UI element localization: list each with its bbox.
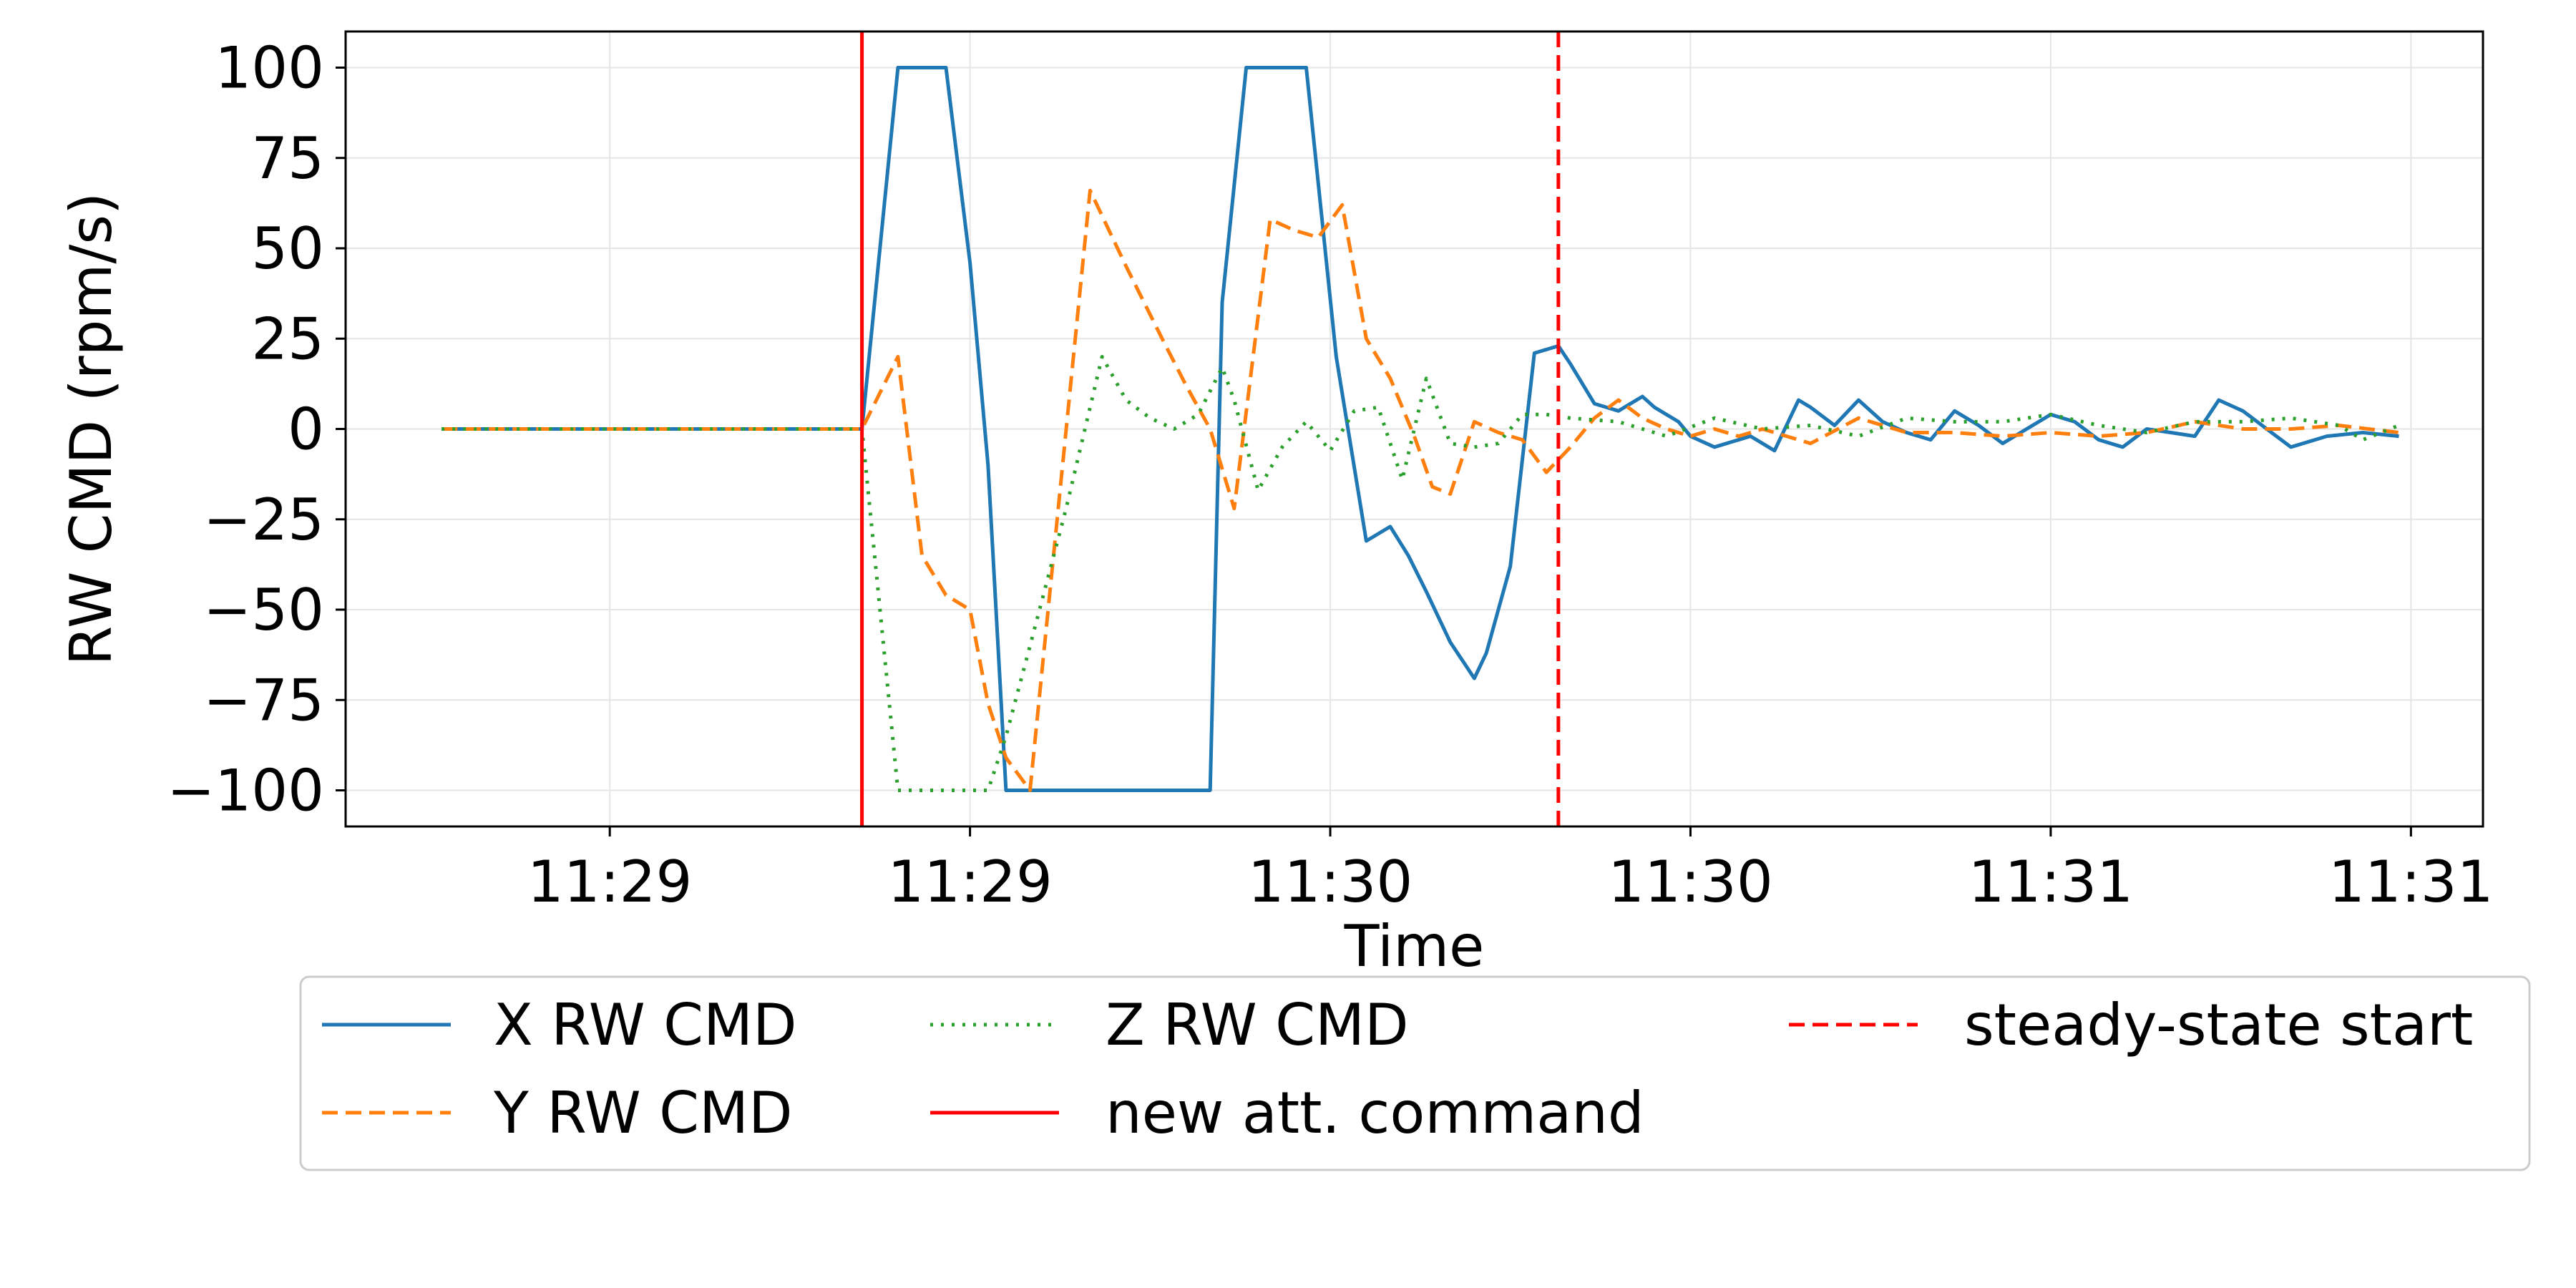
legend: X RW CMD Y RW CMD Z RW CMD new att. command… (299, 975, 2531, 1171)
series-z-rw-cmd (441, 355, 2400, 792)
y-tick-label: −25 (203, 487, 324, 553)
grid-lines (346, 31, 2483, 826)
legend-label: Z RW CMD (1106, 992, 1409, 1058)
x-tick-label: 11:30 (1608, 849, 1773, 915)
plot-frame (344, 30, 2484, 828)
y-tick-label: 25 (251, 306, 324, 372)
series-x-rw-cmd (441, 66, 2399, 792)
legend-label: Y RW CMD (493, 1080, 793, 1146)
series-y-rw-cmd (441, 188, 2399, 792)
x-tick-label: 11:31 (1968, 849, 2134, 915)
legend-label: steady-state start (1964, 992, 2473, 1058)
x-tick-label: 11:30 (1248, 849, 1413, 915)
legend-label: new att. command (1106, 1080, 1644, 1146)
x-axis-label: Time (1344, 913, 1485, 980)
y-tick-label: 0 (288, 396, 324, 463)
x-tick-label: 11:29 (887, 849, 1053, 915)
y-tick-label: −75 (203, 667, 324, 733)
series-lines (441, 31, 2400, 826)
legend-label: X RW CMD (494, 992, 797, 1058)
x-tick-label: 11:31 (2328, 849, 2494, 915)
axis-ticks: −100 −75 −50 −25 0 25 50 75 100 11:29 11:29 11:30 11… (167, 35, 2493, 916)
y-tick-label: −100 (167, 758, 324, 824)
legend-box (299, 975, 2531, 1171)
y-tick-label: 75 (251, 125, 324, 192)
y-tick-label: 50 (251, 215, 324, 282)
y-tick-label: 100 (215, 35, 324, 102)
y-axis-label: RW CMD (rpm/s) (58, 192, 125, 665)
x-tick-label: 11:29 (527, 849, 693, 915)
y-tick-label: −50 (203, 577, 324, 643)
